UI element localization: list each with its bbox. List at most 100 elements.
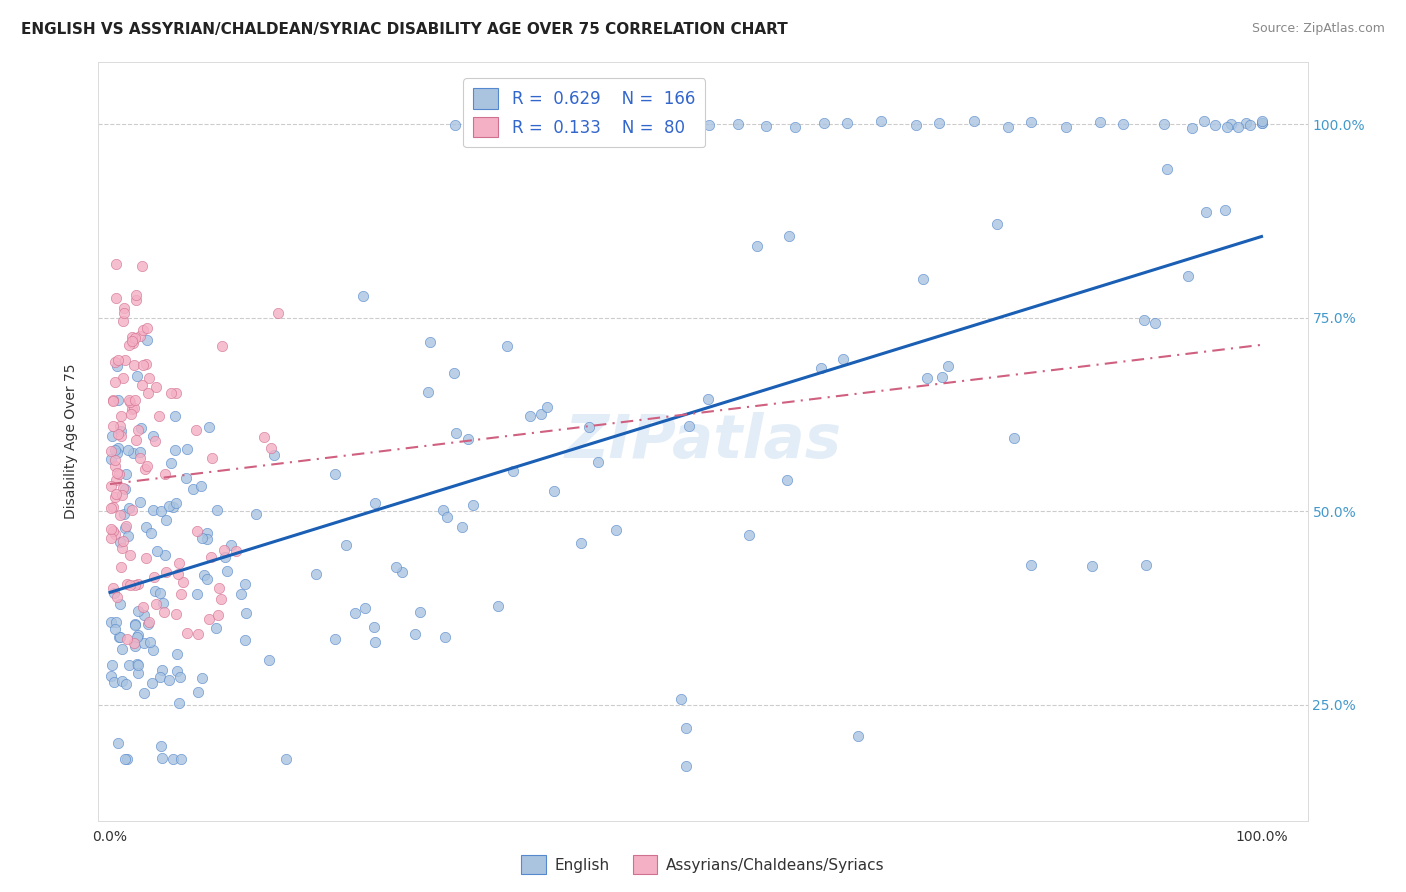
Point: [115, 677, 138, 691]
Point: [117, 752, 139, 766]
Point: [108, 630, 131, 644]
Point: [131, 259, 153, 273]
Point: [149, 586, 172, 600]
Point: [110, 424, 132, 438]
Point: [145, 597, 167, 611]
Point: [104, 453, 127, 467]
Point: [105, 291, 128, 305]
Point: [111, 541, 134, 555]
Point: [1216, 120, 1239, 135]
Point: [675, 114, 697, 128]
Point: [104, 257, 127, 271]
Point: [160, 456, 183, 470]
Point: [112, 508, 135, 522]
Point: [101, 658, 124, 673]
Point: [678, 418, 700, 433]
Point: [149, 670, 172, 684]
Point: [107, 392, 129, 407]
Point: [145, 584, 167, 599]
Point: [127, 423, 149, 437]
Point: [150, 751, 173, 765]
Point: [114, 467, 136, 482]
Point: [233, 633, 256, 648]
Point: [155, 566, 177, 580]
Point: [335, 538, 357, 552]
Point: [127, 631, 149, 645]
Point: [219, 538, 242, 552]
Point: [110, 559, 132, 574]
Point: [103, 586, 125, 600]
Point: [121, 329, 143, 343]
Point: [100, 452, 122, 467]
Point: [697, 118, 720, 132]
Point: [461, 498, 484, 512]
Point: [146, 543, 169, 558]
Point: [1019, 558, 1042, 573]
Point: [127, 577, 149, 591]
Point: [405, 627, 427, 641]
Point: [911, 272, 934, 286]
Point: [997, 120, 1019, 135]
Point: [107, 427, 129, 442]
Point: [229, 587, 252, 601]
Point: [214, 549, 236, 564]
Point: [127, 628, 149, 642]
Point: [107, 736, 129, 750]
Point: [104, 376, 127, 390]
Point: [101, 500, 124, 514]
Point: [436, 510, 458, 524]
Point: [124, 617, 146, 632]
Point: [104, 354, 127, 368]
Point: [1135, 558, 1157, 573]
Point: [343, 606, 366, 620]
Point: [191, 531, 214, 545]
Point: [870, 113, 893, 128]
Point: [110, 409, 132, 424]
Point: [696, 392, 718, 407]
Point: [134, 636, 156, 650]
Point: [136, 616, 159, 631]
Point: [1153, 117, 1175, 131]
Point: [205, 502, 228, 516]
Point: [104, 490, 127, 504]
Point: [200, 550, 222, 565]
Point: [141, 526, 163, 541]
Point: [124, 618, 146, 632]
Point: [165, 386, 187, 401]
Point: [108, 418, 131, 433]
Point: [477, 116, 499, 130]
Point: [101, 393, 124, 408]
Point: [149, 739, 172, 753]
Point: [124, 577, 146, 591]
Point: [1192, 114, 1215, 128]
Point: [163, 443, 186, 458]
Point: [848, 729, 870, 743]
Point: [675, 721, 697, 735]
Point: [641, 116, 664, 130]
Point: [142, 643, 165, 657]
Point: [810, 360, 832, 375]
Point: [122, 636, 145, 650]
Point: [259, 653, 281, 667]
Legend: English, Assyrians/Chaldeans/Syriacs: English, Assyrians/Chaldeans/Syriacs: [515, 849, 891, 880]
Point: [155, 548, 177, 562]
Point: [129, 495, 152, 509]
Point: [107, 352, 129, 367]
Point: [100, 500, 122, 515]
Point: [138, 615, 160, 630]
Point: [129, 421, 152, 435]
Point: [100, 522, 122, 536]
Point: [536, 400, 558, 414]
Point: [114, 518, 136, 533]
Point: [142, 503, 165, 517]
Point: [1204, 118, 1226, 132]
Point: [208, 581, 231, 595]
Point: [190, 478, 212, 492]
Point: [108, 535, 131, 549]
Point: [385, 560, 408, 574]
Point: [530, 407, 553, 421]
Point: [167, 567, 190, 582]
Point: [450, 520, 472, 534]
Point: [235, 606, 257, 620]
Point: [263, 448, 285, 462]
